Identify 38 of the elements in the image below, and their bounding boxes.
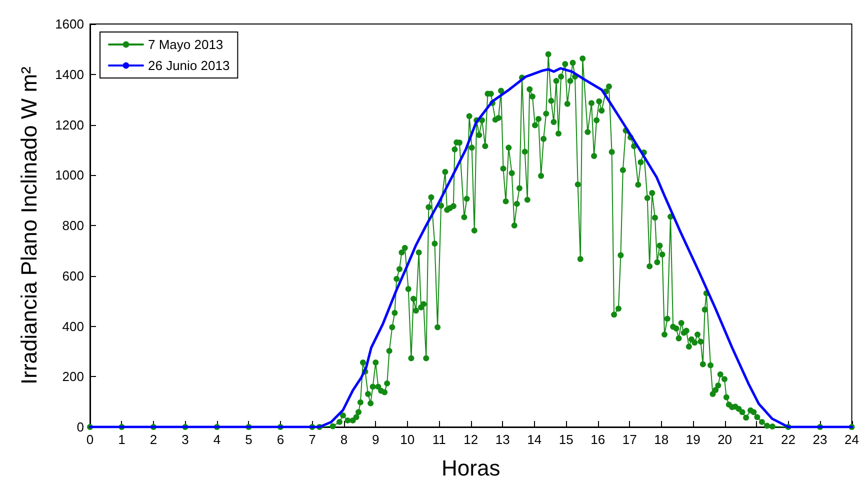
x-tick-label: 23 [812,432,828,447]
y-tick-label: 1200 [55,117,84,132]
x-tick-label: 21 [749,432,764,447]
x-tick-label: 11 [432,432,446,447]
x-tick-label: 9 [372,432,380,447]
y-tick-label: 1400 [55,66,84,82]
x-tick-label: 20 [718,432,732,447]
y-tick-label: 400 [62,318,84,334]
x-tick-label: 4 [213,432,221,447]
x-tick-label: 8 [340,432,348,447]
x-tick-label: 18 [654,432,669,447]
y-axis-title: Irradiancia Plano Inclinado W m² [16,66,42,384]
y-tick-label: 800 [62,218,84,233]
x-tick-label: 14 [527,432,542,447]
x-tick-label: 7 [308,432,316,447]
x-tick-label: 3 [182,432,189,447]
x-axis-title: Horas [442,456,500,480]
x-tick-label: 10 [400,432,415,447]
x-tick-label: 0 [86,432,94,447]
y-tick-label: 200 [62,369,84,384]
y-tick-label: 0 [76,420,84,434]
x-tick-label: 6 [276,432,284,447]
x-tick-label: 13 [495,432,510,447]
x-tick-label: 24 [844,432,860,447]
y-tick-label: 600 [62,268,84,284]
x-tick-label: 22 [781,432,796,447]
legend-label: 7 Mayo 2013 [148,37,224,52]
x-tick-label: 16 [590,432,606,447]
legend-label: 26 Junio 2013 [148,58,230,73]
x-tick-label: 2 [150,432,158,447]
x-tick-label: 19 [686,432,700,447]
x-tick-label: 17 [622,432,637,447]
x-tick-label: 5 [245,432,252,447]
x-tick-label: 15 [558,432,574,447]
x-tick-label: 1 [118,432,126,447]
x-tick-label: 12 [464,432,478,447]
y-tick-label: 1600 [55,16,84,32]
y-tick-label: 1000 [55,168,84,183]
